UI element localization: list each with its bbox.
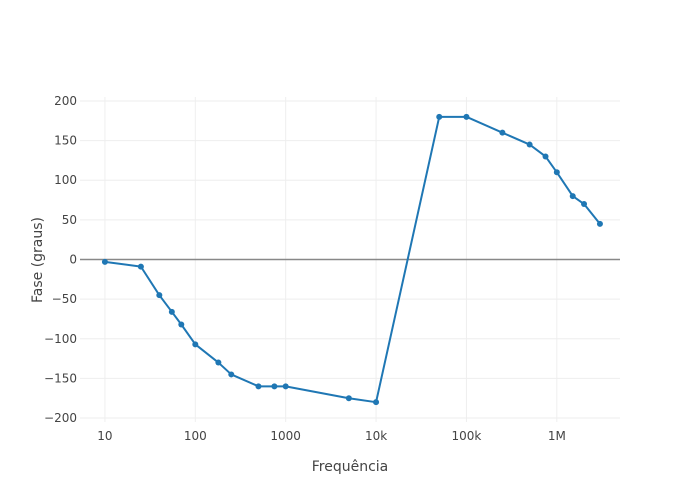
data-point (569, 193, 576, 200)
x-tick-label: 10k (365, 429, 387, 443)
data-point (101, 258, 108, 265)
data-point (168, 308, 175, 315)
data-point (255, 383, 262, 390)
x-tick-label: 1M (548, 429, 566, 443)
x-tick-label: 10 (97, 429, 112, 443)
data-point (228, 371, 235, 378)
y-tick-label: −150 (44, 371, 77, 385)
data-point (542, 153, 549, 160)
y-tick-label: 50 (62, 213, 77, 227)
series-line (104, 115, 601, 404)
y-tick-label: 100 (54, 173, 77, 187)
x-axis-title: Frequência (312, 459, 389, 475)
y-tick-label: 150 (54, 134, 77, 148)
data-point (156, 292, 163, 299)
data-point (282, 383, 289, 390)
y-tick-label: 0 (69, 253, 77, 267)
data-point (499, 129, 506, 136)
y-tick-label: −50 (52, 292, 77, 306)
data-point (596, 220, 603, 227)
series (101, 113, 603, 406)
data-point (345, 395, 352, 402)
y-axis-ticks: 200 150 100 50 0 −50 −100 −150 −200 (44, 94, 77, 425)
x-tick-label: 100 (184, 429, 207, 443)
data-point (271, 383, 278, 390)
data-point (463, 113, 470, 120)
data-point (137, 263, 144, 270)
y-tick-label: 200 (54, 94, 77, 108)
data-point (436, 113, 443, 120)
y-axis-title: Fase (graus) (30, 217, 46, 303)
data-point (178, 321, 185, 328)
data-point (553, 169, 560, 176)
data-point (215, 359, 222, 366)
y-tick-label: −200 (44, 411, 77, 425)
y-tick-label: −100 (44, 332, 77, 346)
data-point (526, 141, 533, 148)
x-tick-label: 1000 (270, 429, 301, 443)
data-point (373, 399, 380, 406)
data-point (581, 201, 588, 208)
x-axis-ticks: 10 100 1000 10k 100k 1M (97, 429, 566, 443)
x-tick-label: 100k (452, 429, 482, 443)
data-point (192, 341, 199, 348)
